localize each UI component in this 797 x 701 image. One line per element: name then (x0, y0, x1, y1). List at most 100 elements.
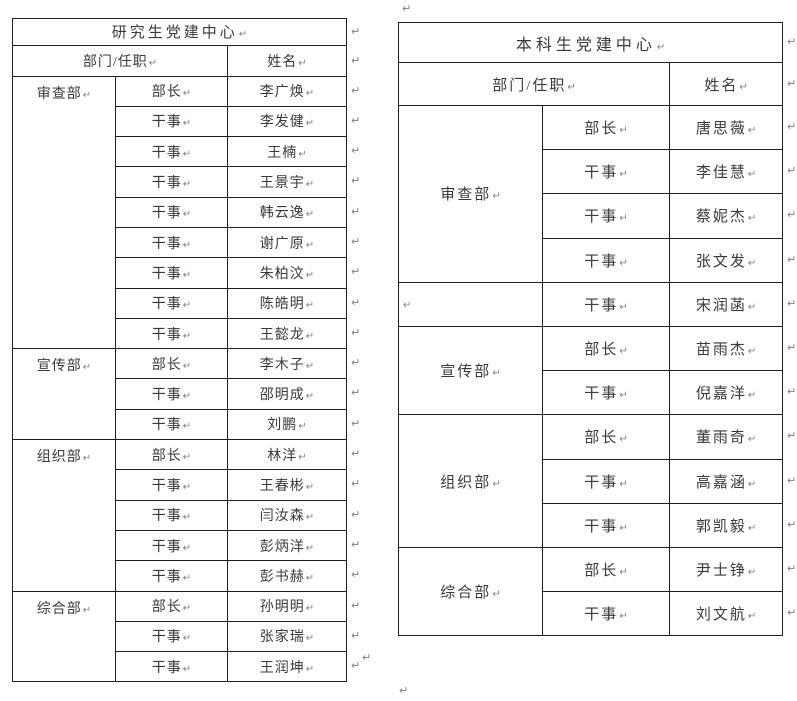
role-cell[interactable]: 干事↵ (115, 226, 228, 259)
dept-cell[interactable]: 综合部↵ (12, 590, 116, 683)
role-cell[interactable]: 干事↵ (115, 469, 228, 501)
name-cell[interactable]: 李广焕↵ (227, 75, 347, 107)
name-cell[interactable]: 苗雨杰↵ (668, 325, 784, 372)
role-cell[interactable]: 干事↵ (115, 620, 228, 653)
dept-cell[interactable]: 宣传部↵ (12, 348, 116, 441)
role-cell[interactable]: 干事↵ (542, 370, 670, 416)
header-name-cell[interactable]: 姓名↵ (668, 62, 784, 106)
role-cell[interactable]: 干事↵ (115, 317, 228, 350)
name-cell[interactable]: 高嘉涵↵ (668, 458, 784, 504)
name-text: 韩云逸 (259, 206, 305, 222)
dept-cell[interactable]: 组织部↵ (12, 439, 116, 592)
name-cell[interactable]: 韩云逸↵ (227, 196, 347, 228)
pilcrow-mark: ↵ (182, 209, 192, 221)
role-cell[interactable]: 干事↵ (115, 529, 228, 562)
dept-cell[interactable]: ↵ (398, 281, 543, 327)
role-cell[interactable]: 干事↵ (542, 281, 670, 327)
name-cell[interactable]: 刘鹏↵ (227, 408, 347, 441)
name-cell[interactable]: 邵明成↵ (227, 378, 347, 410)
pilcrow-mark: ↵ (82, 89, 92, 101)
dept-cell[interactable]: 组织部↵ (398, 414, 543, 548)
name-cell[interactable]: 谢广原↵ (227, 226, 347, 259)
name-cell[interactable]: 董雨奇↵ (668, 414, 784, 460)
name-cell[interactable]: 陈皓明↵ (227, 287, 347, 319)
pilcrow-mark: ↵ (182, 512, 192, 524)
pilcrow-mark: ↵ (182, 421, 192, 433)
pilcrow-mark: ↵ (182, 118, 192, 130)
role-text: 干事 (151, 297, 182, 313)
header-dept-role-cell[interactable]: 部门/任职↵ (12, 44, 228, 77)
name-cell[interactable]: 王润坤↵ (227, 651, 347, 683)
pilcrow-mark: ↵ (182, 663, 192, 675)
role-cell[interactable]: 干事↵ (542, 193, 670, 239)
role-cell[interactable]: 干事↵ (115, 287, 228, 319)
role-text: 部长 (151, 600, 182, 616)
pilcrow-mark: ↵ (182, 572, 192, 584)
name-text: 李木子 (259, 357, 305, 373)
name-cell[interactable]: 张家瑞↵ (227, 620, 347, 653)
name-cell[interactable]: 刘文航↵ (668, 591, 784, 637)
role-cell[interactable]: 干事↵ (542, 591, 670, 637)
name-cell[interactable]: 倪嘉洋↵ (668, 370, 784, 416)
row-end-mark: ↵ (351, 24, 361, 38)
row-end-mark: ↵ (787, 297, 797, 310)
dept-cell[interactable]: 综合部↵ (398, 546, 543, 637)
role-cell[interactable]: 部长↵ (542, 325, 670, 372)
role-text: 部长 (151, 85, 182, 101)
dept-cell[interactable]: 审查部↵ (398, 105, 543, 283)
role-cell[interactable]: 部长↵ (115, 590, 228, 622)
role-cell[interactable]: 干事↵ (542, 458, 670, 504)
role-cell[interactable]: 干事↵ (115, 499, 228, 531)
header-name-cell[interactable]: 姓名↵ (227, 44, 347, 77)
role-cell[interactable]: 干事↵ (115, 105, 228, 138)
dept-cell[interactable]: 审查部↵ (12, 75, 116, 350)
name-text: 朱柏汶 (259, 266, 305, 282)
table-title[interactable]: 本科生党建中心↵ (397, 22, 784, 63)
name-cell[interactable]: 尹士铮↵ (668, 546, 784, 593)
name-cell[interactable]: 朱柏汶↵ (227, 257, 347, 289)
role-cell[interactable]: 部长↵ (115, 348, 228, 380)
name-cell[interactable]: 王春彬↵ (227, 469, 347, 501)
table-title[interactable]: 研究生党建中心↵ (12, 18, 347, 46)
role-cell[interactable]: 干事↵ (115, 136, 228, 168)
role-text: 部长 (584, 121, 619, 138)
name-cell[interactable]: 李木子↵ (227, 348, 347, 380)
name-cell[interactable]: 王楠↵ (227, 136, 347, 168)
paragraph-mark: ↵ (399, 684, 409, 697)
name-cell[interactable]: 孙明明↵ (227, 590, 347, 622)
role-cell[interactable]: 部长↵ (542, 414, 670, 460)
table-row: 干事↵ 李佳慧↵ (399, 149, 784, 195)
name-cell[interactable]: 闫汝森↵ (227, 499, 347, 531)
name-cell[interactable]: 李发健↵ (227, 105, 347, 138)
name-cell[interactable]: 彭书赫↵ (227, 560, 347, 592)
role-cell[interactable]: 干事↵ (115, 560, 228, 592)
role-cell[interactable]: 干事↵ (542, 502, 670, 548)
name-cell[interactable]: 蔡妮杰↵ (668, 193, 784, 239)
header-dept-role-cell[interactable]: 部门/任职↵ (398, 62, 670, 106)
name-cell[interactable]: 彭炳洋↵ (227, 529, 347, 562)
role-cell[interactable]: 部长↵ (542, 104, 670, 151)
role-cell[interactable]: 干事↵ (115, 651, 228, 683)
name-cell[interactable]: 林洋↵ (227, 439, 347, 471)
dept-cell[interactable]: 宣传部↵ (398, 325, 543, 416)
role-cell[interactable]: 干事↵ (115, 408, 228, 441)
role-cell[interactable]: 干事↵ (115, 378, 228, 410)
table-title-text: 本科生党建中心 (515, 36, 656, 54)
name-cell[interactable]: 宋润菡↵ (668, 281, 784, 327)
name-cell[interactable]: 唐思薇↵ (668, 104, 784, 151)
name-cell[interactable]: 王懿龙↵ (227, 317, 347, 350)
role-cell[interactable]: 部长↵ (115, 439, 228, 471)
name-cell[interactable]: 郭凯毅↵ (668, 502, 784, 548)
role-cell[interactable]: 干事↵ (542, 149, 670, 195)
role-cell[interactable]: 部长↵ (542, 546, 670, 593)
role-cell[interactable]: 干事↵ (115, 257, 228, 289)
name-cell[interactable]: 张文发↵ (668, 237, 784, 283)
role-cell[interactable]: 干事↵ (115, 196, 228, 228)
name-cell[interactable]: 李佳慧↵ (668, 149, 784, 195)
role-cell[interactable]: 干事↵ (542, 237, 670, 283)
role-text: 干事 (584, 607, 619, 624)
pilcrow-mark: ↵ (492, 368, 501, 380)
role-cell[interactable]: 干事↵ (115, 166, 228, 198)
role-cell[interactable]: 部长↵ (115, 75, 228, 107)
name-cell[interactable]: 王景宇↵ (227, 166, 347, 198)
